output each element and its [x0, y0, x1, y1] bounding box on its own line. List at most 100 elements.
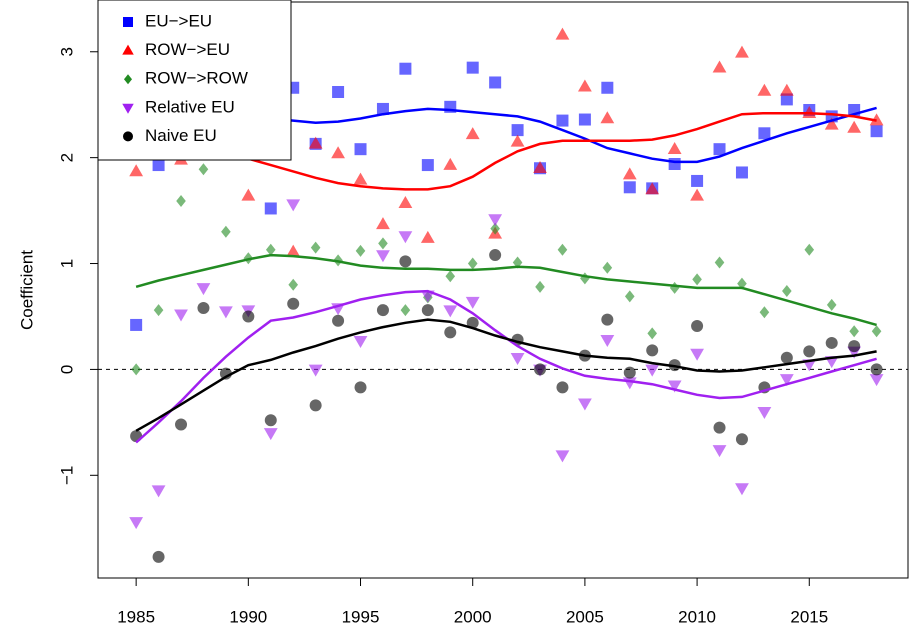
x-tick-label: 1990 [229, 607, 267, 626]
data-point [849, 325, 859, 338]
y-tick-label: 0 [57, 365, 76, 374]
data-point [376, 217, 390, 230]
data-point [129, 517, 144, 530]
data-point [488, 214, 503, 227]
data-point [398, 231, 413, 244]
legend-symbol [124, 74, 132, 85]
data-point [714, 256, 725, 269]
data-point [825, 336, 838, 349]
data-point [355, 244, 366, 257]
data-point [443, 305, 458, 318]
data-point [152, 159, 165, 172]
x-tick-label: 2000 [454, 607, 492, 626]
data-point [691, 320, 704, 332]
y-tick-label: −1 [57, 466, 76, 485]
x-tick-label: 1985 [117, 607, 155, 626]
data-point [556, 381, 569, 394]
data-point [713, 143, 726, 156]
data-point [286, 244, 301, 257]
data-point [130, 318, 143, 331]
data-point [735, 483, 749, 496]
data-point [218, 306, 233, 319]
data-point [263, 428, 278, 441]
data-point [870, 125, 883, 138]
data-point [489, 249, 502, 262]
data-point [510, 134, 525, 147]
data-point [175, 418, 188, 431]
x-tick-label: 2005 [566, 607, 604, 626]
data-point [288, 278, 299, 291]
data-point [489, 76, 502, 89]
data-point [735, 166, 748, 179]
data-point [555, 27, 570, 40]
data-point [645, 364, 660, 377]
trend-line [135, 111, 877, 191]
series-points [131, 163, 882, 376]
data-point [647, 327, 658, 340]
data-point [264, 414, 277, 427]
legend-label: Relative EU [145, 97, 235, 116]
data-point [580, 272, 590, 285]
data-point [287, 297, 300, 310]
data-point [265, 243, 276, 256]
data-point [667, 380, 682, 393]
data-point [242, 310, 255, 323]
data-point [353, 172, 368, 185]
data-point [535, 280, 545, 293]
data-point [824, 117, 839, 130]
data-point [735, 433, 748, 446]
trend-line [135, 318, 877, 432]
data-point [690, 348, 704, 361]
data-point [264, 202, 277, 215]
data-point [578, 113, 591, 126]
data-point [308, 136, 323, 149]
series-points [129, 199, 884, 530]
data-point [241, 188, 256, 201]
data-point [712, 60, 727, 73]
data-point [735, 45, 749, 58]
y-tick-label: 2 [57, 153, 76, 162]
data-point [779, 83, 794, 96]
data-point [465, 296, 480, 309]
data-point [712, 445, 727, 458]
y-axis-label: Coefficient [17, 250, 36, 330]
data-point [779, 374, 794, 387]
legend-label: ROW−>ROW [145, 69, 248, 88]
data-point [602, 261, 613, 274]
data-point [332, 314, 345, 327]
data-point [467, 257, 478, 270]
data-point [399, 255, 412, 268]
data-point [556, 114, 569, 127]
data-point [376, 250, 390, 263]
y-tick-label: 3 [57, 47, 76, 56]
data-point [129, 164, 144, 177]
data-point [623, 181, 636, 194]
data-point [398, 195, 413, 208]
data-point [445, 270, 456, 283]
data-point [759, 306, 770, 319]
data-point [465, 127, 480, 140]
legend-label: EU−>EU [145, 11, 212, 30]
legend-symbol [122, 44, 134, 55]
data-point [691, 174, 704, 187]
data-point [308, 364, 323, 377]
data-point [421, 304, 434, 317]
data-point [466, 61, 479, 74]
data-point [555, 450, 570, 463]
data-point [331, 146, 345, 159]
data-point [645, 182, 660, 195]
data-point [737, 277, 747, 290]
legend-symbol [123, 131, 133, 142]
data-point [646, 344, 659, 357]
data-point [601, 313, 614, 326]
data-point [533, 161, 547, 174]
data-point [692, 273, 702, 286]
legend-symbol [123, 17, 133, 27]
data-point [758, 127, 771, 140]
data-point [353, 336, 368, 349]
data-point [131, 363, 141, 376]
data-point [826, 298, 837, 311]
data-point [332, 86, 345, 98]
data-point [376, 304, 389, 317]
